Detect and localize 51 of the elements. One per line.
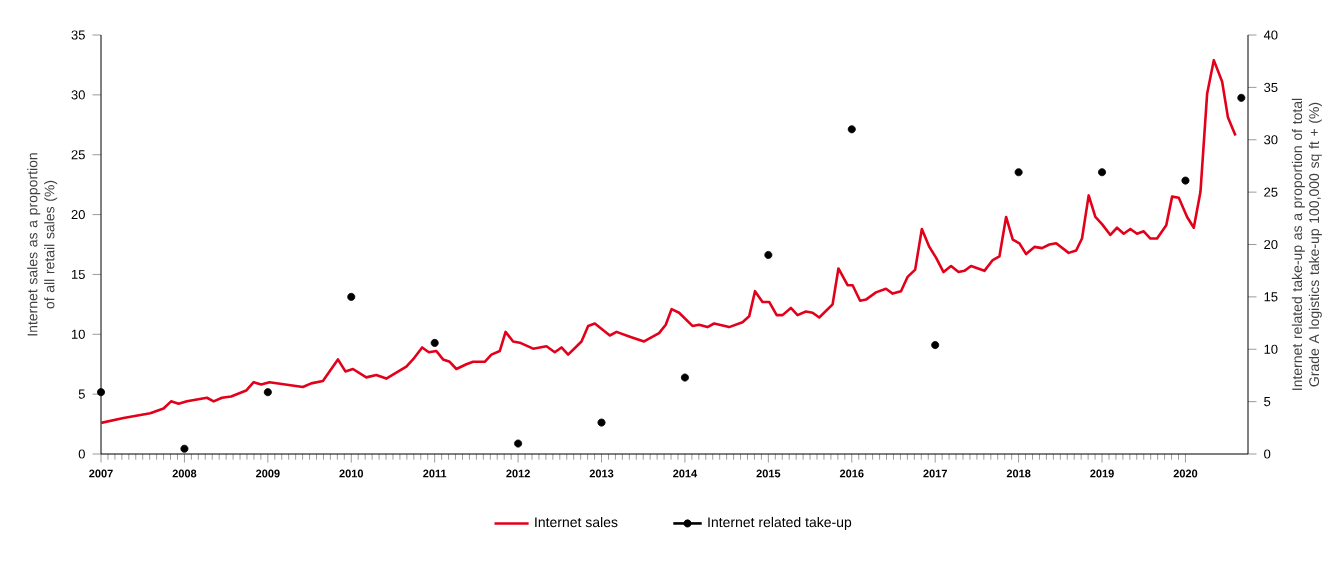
y2-tick-label: 5	[1264, 397, 1271, 407]
x-tick-label: 2020	[1173, 469, 1198, 478]
y2-tick-label: 25	[1264, 187, 1278, 197]
y-tick-label: 25	[71, 150, 85, 160]
x-tick-label: 2007	[89, 469, 113, 478]
y-tick-label: 15	[71, 269, 85, 279]
legend-label: Internet sales	[535, 516, 618, 528]
x-tick-label: 2014	[673, 469, 698, 478]
point	[514, 439, 523, 448]
point	[180, 444, 189, 453]
point	[597, 418, 606, 427]
y-tick-label: 0	[78, 449, 85, 459]
y2-tick-label: 15	[1264, 292, 1278, 302]
x-tick-label: 2017	[923, 469, 947, 478]
x-tick-label: 2009	[255, 469, 280, 478]
point	[1237, 93, 1246, 102]
point	[263, 388, 272, 397]
point	[680, 373, 689, 382]
y2-tick-label: 10	[1264, 344, 1278, 354]
x-tick-label: 2012	[506, 469, 530, 478]
point	[97, 388, 106, 397]
x-tick-label: 2011	[423, 469, 447, 478]
y2-tick-label: 0	[1264, 449, 1271, 459]
y-tick-label: 10	[71, 329, 85, 339]
y-tick-label: 20	[71, 209, 85, 220]
x-tick-label: 2010	[339, 469, 364, 478]
y-tick-label: 30	[71, 90, 85, 100]
point	[1098, 168, 1107, 177]
x-tick-label: 2015	[756, 469, 781, 478]
x-tick-label: 2018	[1006, 469, 1031, 478]
x-tick-label: 2019	[1090, 469, 1114, 478]
y2-tick-label: 20	[1264, 239, 1278, 250]
point	[931, 341, 940, 350]
point	[764, 250, 773, 259]
y2-tick-label: 40	[1263, 30, 1278, 40]
point	[347, 292, 356, 301]
point	[847, 125, 856, 134]
x-tick-label: 2016	[839, 469, 864, 478]
point	[430, 338, 439, 347]
line-series	[101, 58, 1237, 425]
x-tick-label: 2013	[589, 469, 614, 478]
point	[1181, 176, 1190, 185]
point	[1014, 168, 1023, 177]
y-tick-label: 5	[78, 389, 85, 399]
legend-label: Internet related take-up	[708, 516, 852, 530]
y2-axis-title: Internet related take-up as a proportion of total Grade A logistics take-up 100,000 sq ft + (%)	[1291, 98, 1322, 390]
x-tick-label: 2008	[172, 469, 197, 478]
y2-tick-label: 35	[1264, 82, 1278, 92]
y-tick-label: 35	[71, 30, 85, 40]
y-axis-title: Internet sales as a proportion of all retail sales (%)	[27, 153, 58, 336]
y2-tick-label: 30	[1264, 135, 1278, 145]
